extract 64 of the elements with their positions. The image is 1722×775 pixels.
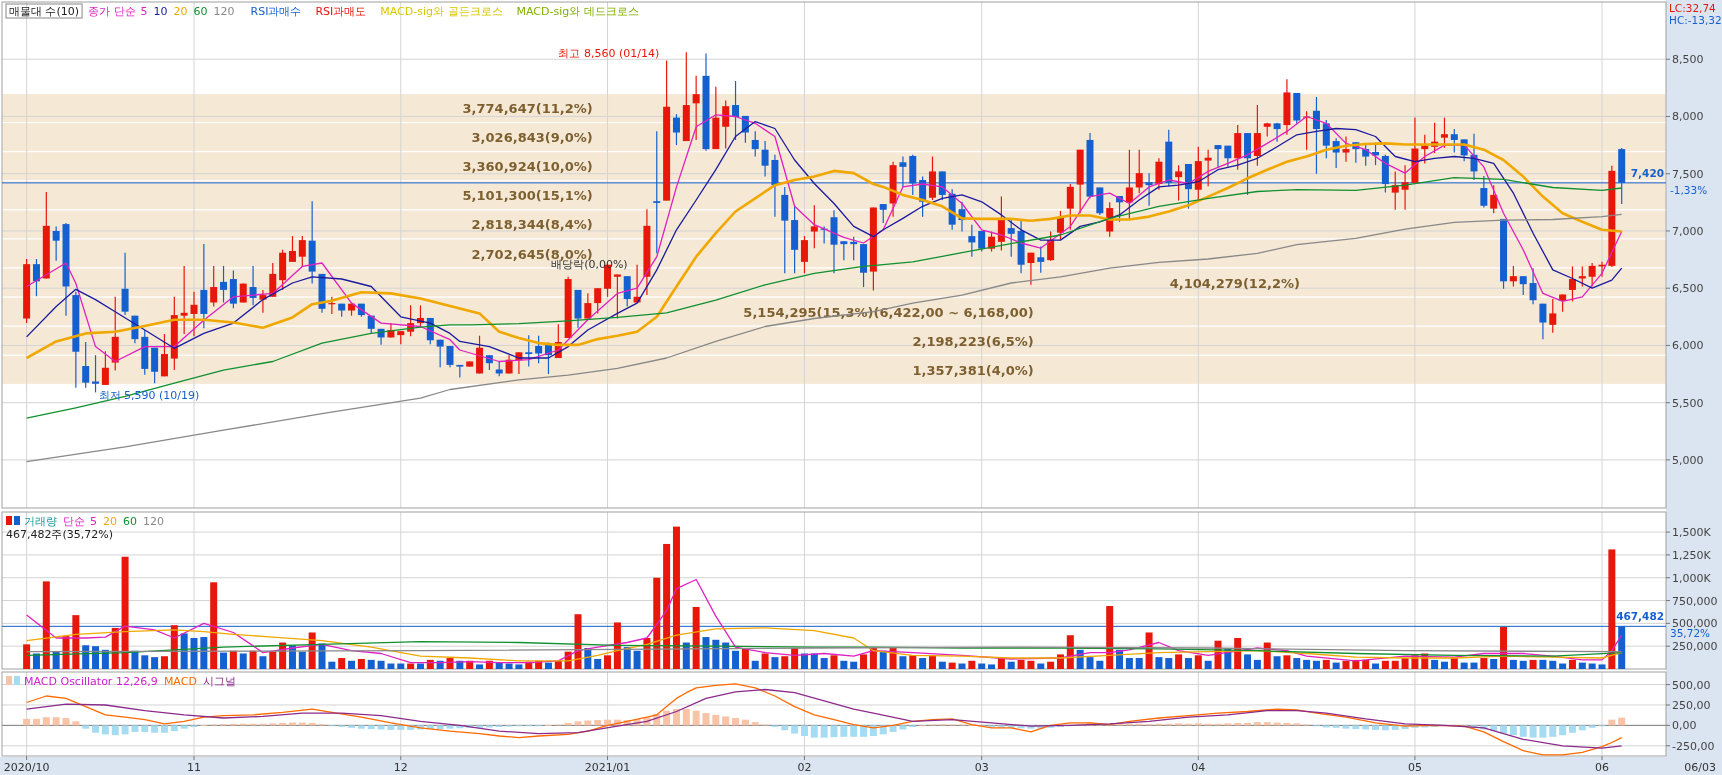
annotation: 최저 5,590 (10/19) xyxy=(98,389,200,402)
band-label: 3,026,843(9,0%) xyxy=(471,130,593,146)
y-tick-label: 8,500 xyxy=(1672,53,1704,67)
annotation: RSI과매수 xyxy=(250,5,302,18)
y-tick-label: -250,00 xyxy=(1672,739,1715,753)
chart-title: 매물대 수(10) xyxy=(9,5,80,18)
band-label: 2,818,344(8,4%) xyxy=(471,217,593,233)
annotation: MACD-sig와 골든크로스 xyxy=(380,5,503,18)
text: 5 xyxy=(90,515,97,528)
text: -1,33% xyxy=(1670,183,1708,196)
ref-line-label: 467,482 xyxy=(1616,610,1664,623)
text: MACD xyxy=(163,675,197,688)
text: 120 xyxy=(143,515,164,528)
x-tick-label: 12 xyxy=(393,761,408,774)
x-tick-label: 04 xyxy=(1191,761,1206,774)
legend-label: 거래량 xyxy=(24,515,57,528)
y-tick-label: 1,250K xyxy=(1672,548,1712,562)
annotation: 최고 8,560 (01/14) xyxy=(558,47,660,60)
y-tick-label: 1,000K xyxy=(1672,571,1712,585)
x-tick-label: 05 xyxy=(1407,761,1422,774)
band-label: 3,774,647(11,2%) xyxy=(462,101,593,117)
y-tick-label: 5,000 xyxy=(1672,453,1704,467)
band-label: 4,104,279(12,2%) xyxy=(1169,275,1300,291)
annotation: 배당락(0,00%) xyxy=(551,258,628,271)
text: 20 xyxy=(173,5,188,18)
y-tick-label: 7,500 xyxy=(1672,167,1704,181)
y-tick-label: 0,00 xyxy=(1672,719,1697,733)
y-tick-label: 1,500K xyxy=(1672,526,1712,540)
band-label: 5,101,300(15,1%) xyxy=(462,188,593,204)
text: 20 xyxy=(103,515,117,528)
y-tick-label: 8,000 xyxy=(1672,110,1704,124)
y-tick-label: 6,000 xyxy=(1672,339,1704,353)
text: 60 xyxy=(193,5,208,18)
text: 5 xyxy=(140,5,148,18)
legend-title: 단순 xyxy=(63,515,85,528)
x-tick-label: 2021/01 xyxy=(584,761,631,774)
text: 60 xyxy=(123,515,137,528)
x-tick-label: 06 xyxy=(1595,761,1609,774)
x-tick-label: 03 xyxy=(974,761,989,774)
ref-line-label: 7,420 xyxy=(1630,166,1664,179)
legend-title: 종가 단순 xyxy=(88,5,136,18)
text: 10 xyxy=(153,5,168,18)
annotation: MACD-sig와 데드크로스 xyxy=(516,5,639,18)
band-label: 3,360,924(10,0%) xyxy=(462,159,593,175)
text: HC:-13,32 xyxy=(1669,14,1722,26)
y-tick-label: 7,000 xyxy=(1672,224,1704,238)
y-tick-label: 250,000 xyxy=(1672,640,1718,654)
text: LC:32,74 xyxy=(1669,2,1717,14)
y-tick-label: 750,000 xyxy=(1672,594,1718,608)
x-tick-label: 11 xyxy=(187,761,201,774)
text: 시그널 xyxy=(202,675,236,688)
y-tick-label: 500,00 xyxy=(1672,678,1711,692)
band-label: 2,198,223(6,5%) xyxy=(912,333,1034,349)
x-tick-label: 2020/10 xyxy=(3,761,50,774)
y-tick-label: 5,500 xyxy=(1672,396,1704,410)
x-tick-label: 02 xyxy=(797,761,812,774)
band-label: 1,357,381(4,0%) xyxy=(912,362,1034,378)
annotation: RSI과매도 xyxy=(315,5,367,18)
y-tick-label: 250,00 xyxy=(1672,698,1711,712)
legend-label: MACD Oscillator 12,26,9 xyxy=(24,675,158,688)
text: 120 xyxy=(213,5,235,18)
text: 467,482주(35,72%) xyxy=(6,528,114,541)
text: 06/03 xyxy=(1684,761,1716,774)
y-tick-label: 6,500 xyxy=(1672,282,1704,296)
